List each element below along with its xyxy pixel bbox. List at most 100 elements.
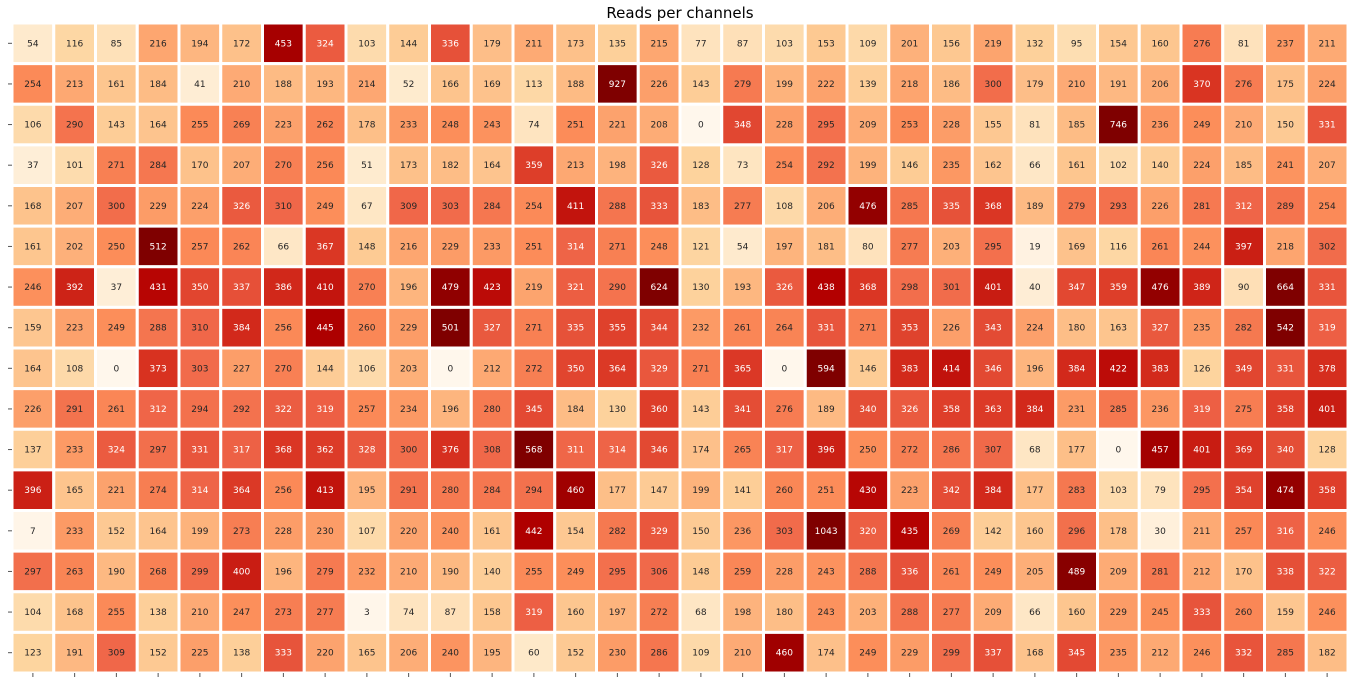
cell-value-label: 247 <box>233 608 250 618</box>
cell-value-label: 319 <box>1193 405 1210 415</box>
heatmap-cell <box>970 468 1016 513</box>
cell-value-label: 243 <box>818 608 835 618</box>
cell-value-label: 163 <box>1110 324 1127 334</box>
cell-value-label: 254 <box>24 80 41 90</box>
cell-value-label: 310 <box>275 202 292 212</box>
heatmap-cell <box>595 630 640 675</box>
cell-value-label: 489 <box>1068 567 1085 577</box>
heatmap-cell <box>929 143 974 188</box>
heatmap-cell <box>1263 224 1308 269</box>
cell-value-label: 106 <box>358 364 375 374</box>
heatmap-cell <box>929 468 974 513</box>
cell-value-label: 293 <box>1110 202 1127 212</box>
heatmap-cell <box>1179 184 1225 228</box>
heatmap-cell <box>344 265 390 309</box>
cell-value-label: 193 <box>734 283 751 293</box>
cell-value-label: 348 <box>734 121 751 131</box>
heatmap-cell <box>1054 143 1099 188</box>
cell-value-label: 460 <box>567 486 584 496</box>
cell-value-label: 294 <box>191 405 208 415</box>
heatmap-cell <box>1096 549 1141 594</box>
cell-value-label: 431 <box>150 283 167 293</box>
cell-value-label: 246 <box>1319 527 1336 537</box>
cell-value-label: 254 <box>776 161 793 171</box>
cell-value-label: 189 <box>818 405 835 415</box>
cell-value-label: 231 <box>1068 405 1085 415</box>
cell-value-label: 140 <box>1152 161 1169 171</box>
cell-value-label: 438 <box>818 283 835 293</box>
heatmap-cell <box>1263 509 1308 553</box>
cell-value-label: 292 <box>818 161 835 171</box>
cell-value-label: 314 <box>191 486 208 496</box>
cell-value-label: 66 <box>1029 161 1041 171</box>
cell-value-label: 128 <box>692 161 709 171</box>
cell-value-label: 152 <box>567 649 584 659</box>
cell-value-label: 104 <box>24 608 41 618</box>
cell-value-label: 66 <box>1029 608 1041 618</box>
cell-value-label: 177 <box>1026 486 1043 496</box>
heatmap-cell <box>845 427 891 472</box>
cell-value-label: 1043 <box>815 527 838 537</box>
cell-value-label: 179 <box>484 39 501 49</box>
heatmap-cell <box>1263 630 1308 675</box>
cell-value-label: 224 <box>1026 324 1043 334</box>
cell-value-label: 130 <box>692 283 709 293</box>
heatmap-cell <box>428 21 473 66</box>
cell-value-label: 276 <box>776 405 793 415</box>
cell-value-label: 261 <box>108 405 125 415</box>
cell-value-label: 326 <box>651 161 668 171</box>
cell-value-label: 177 <box>609 486 626 496</box>
cell-value-label: 224 <box>1193 161 1210 171</box>
cell-value-label: 197 <box>609 608 626 618</box>
heatmap-cell <box>1137 387 1183 431</box>
cell-value-label: 60 <box>528 649 540 659</box>
heatmap-cell <box>261 21 306 66</box>
cell-value-label: 259 <box>734 567 751 577</box>
cell-value-label: 132 <box>1026 39 1043 49</box>
heatmap-cell <box>845 62 891 106</box>
heatmap-cell <box>1263 265 1308 309</box>
cell-value-label: 51 <box>361 161 372 171</box>
cell-value-label: 146 <box>859 364 876 374</box>
cell-value-label: 188 <box>567 80 584 90</box>
cell-value-label: 109 <box>692 649 709 659</box>
cell-value-label: 188 <box>275 80 292 90</box>
cell-value-label: 251 <box>818 486 835 496</box>
cell-value-label: 227 <box>233 364 250 374</box>
heatmap-cell <box>428 184 473 228</box>
cell-value-label: 271 <box>609 242 626 252</box>
cell-value-label: 225 <box>191 649 208 659</box>
cell-value-label: 74 <box>403 608 415 618</box>
cell-value-label: 281 <box>1193 202 1210 212</box>
cell-value-label: 397 <box>1235 242 1252 252</box>
cell-value-label: 229 <box>901 649 918 659</box>
cell-value-label: 191 <box>66 649 83 659</box>
cell-value-label: 235 <box>1193 324 1210 334</box>
cell-value-label: 147 <box>651 486 668 496</box>
cell-value-label: 460 <box>776 649 793 659</box>
cell-value-label: 40 <box>1029 283 1041 293</box>
cell-value-label: 274 <box>150 486 167 496</box>
cell-value-label: 123 <box>24 649 41 659</box>
cell-value-label: 271 <box>692 364 709 374</box>
cell-value-label: 269 <box>943 527 960 537</box>
heatmap-cell <box>720 21 765 66</box>
heatmap-cell <box>1221 102 1266 147</box>
cell-value-label: 268 <box>150 567 167 577</box>
cell-value-label: 181 <box>818 242 835 252</box>
cell-value-label: 317 <box>233 446 250 456</box>
heatmap-cell <box>302 549 348 594</box>
heatmap-cell <box>1304 346 1350 391</box>
heatmap-cell <box>469 468 515 513</box>
cell-value-label: 279 <box>734 80 751 90</box>
heatmap-cell <box>720 630 765 675</box>
cell-value-label: 228 <box>776 567 793 577</box>
cell-value-label: 206 <box>400 649 417 659</box>
cell-value-label: 213 <box>66 80 83 90</box>
cell-value-label: 220 <box>317 649 334 659</box>
cell-value-label: 341 <box>734 405 751 415</box>
heatmap-cell <box>970 21 1016 66</box>
cell-value-label: 272 <box>901 446 918 456</box>
cell-value-label: 211 <box>525 39 542 49</box>
cell-value-label: 324 <box>317 39 334 49</box>
